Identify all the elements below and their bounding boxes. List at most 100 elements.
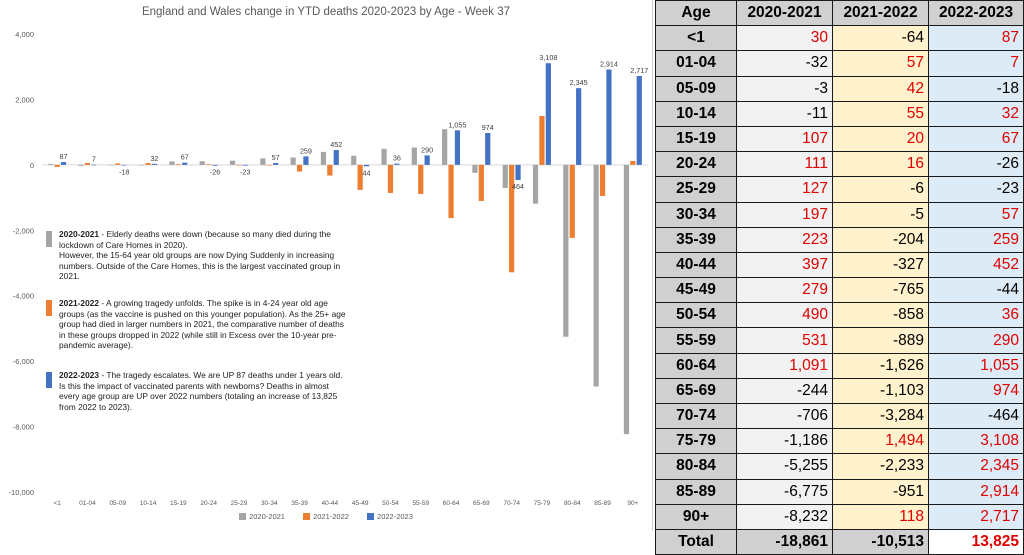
age-cell: 45-49 — [655, 277, 737, 304]
data-label: 290 — [421, 145, 433, 154]
y-tick-label: -2,000 — [13, 226, 34, 235]
note-text-2: However, the 15-64 year old groups are n… — [59, 250, 341, 282]
x-tick-label: 05-09 — [109, 500, 126, 507]
data-label: 7 — [92, 155, 96, 164]
total-cell: -10,513 — [832, 528, 929, 555]
x-tick-label: 60-64 — [443, 500, 460, 507]
table-panel: Age 2020-2021 2021-2022 2022-2023 <1 30 -6… — [655, 0, 1024, 555]
value-cell: 57 — [832, 50, 929, 77]
value-cell: 7 — [928, 50, 1024, 77]
bar-2021-2022-45-49 — [357, 164, 363, 190]
bar-2021-2022-<1 — [54, 164, 60, 167]
note-2022-2023: 2022-2023 - The tragedy escalates. We ar… — [46, 370, 346, 413]
value-cell: 111 — [736, 151, 833, 178]
bar-2021-2022-05-09 — [115, 163, 121, 165]
data-label: 57 — [272, 153, 280, 162]
value-cell: -2,233 — [832, 453, 929, 480]
data-label: 67 — [181, 153, 189, 162]
bar-2020-2021-25-29 — [229, 160, 236, 165]
value-cell: 3,108 — [928, 428, 1024, 455]
bar-2021-2022-50-54 — [387, 164, 394, 193]
age-cell: 70-74 — [655, 402, 737, 430]
value-cell: -204 — [832, 226, 929, 253]
bar-2020-2021-05-09 — [108, 164, 114, 166]
bar-2021-2022-01-04 — [84, 162, 91, 165]
table-row: 85-89 -6,775 -951 2,914 — [655, 478, 1024, 505]
value-cell: -858 — [832, 302, 929, 329]
table-row: <1 30 -64 87 — [655, 25, 1024, 52]
table-row: 10-14 -11 55 32 — [655, 100, 1024, 127]
bar-2020-2021-35-39 — [290, 157, 296, 165]
age-cell: 65-69 — [655, 377, 737, 405]
table-row: 01-04 -32 57 7 — [655, 50, 1024, 77]
note-2020-2021: 2020-2021 - Elderly deaths were down (be… — [46, 229, 346, 282]
value-cell: -327 — [832, 251, 929, 279]
note-text: - A growing tragedy unfolds. The spike i… — [59, 298, 346, 351]
bar-2022-2023-15-19 — [182, 162, 188, 165]
y-tick-label: -6,000 — [13, 357, 34, 366]
x-tick-label: 30-34 — [261, 500, 278, 507]
age-cell: 55-59 — [655, 327, 737, 354]
legend-item-2022-2023: 2022-2023 — [367, 512, 413, 521]
value-cell: -951 — [832, 478, 929, 505]
value-cell: 2,914 — [928, 478, 1024, 505]
value-cell: -5 — [832, 201, 929, 228]
note-text: - The tragedy escalates. We are UP 87 de… — [59, 370, 343, 412]
bar-2020-2021-<1 — [48, 163, 54, 165]
bar-2020-2021-10-14 — [139, 164, 145, 166]
x-tick-label: 45-49 — [352, 500, 369, 507]
bar-2020-2021-30-34 — [260, 158, 266, 165]
age-cell: 05-09 — [655, 75, 737, 102]
table-row: 35-39 223 -204 259 — [655, 226, 1024, 253]
bar-2020-2021-85-89 — [593, 164, 599, 387]
table-row: 45-49 279 -765 -44 — [655, 277, 1024, 304]
bar-2022-2023-70-74 — [515, 164, 521, 181]
bar-2020-2021-15-19 — [169, 161, 175, 165]
x-tick-label: 55-59 — [412, 500, 429, 507]
bar-2022-2023-25-29 — [242, 164, 248, 166]
value-cell: -5,255 — [736, 453, 833, 480]
value-cell: -1,626 — [832, 352, 929, 379]
value-cell: 197 — [736, 201, 833, 228]
legend-item-2021-2022: 2021-2022 — [303, 512, 349, 521]
note-text: - Elderly deaths were down (because so m… — [59, 229, 331, 250]
table-row: 60-64 1,091 -1,626 1,055 — [655, 352, 1024, 379]
value-cell: 57 — [928, 201, 1024, 228]
value-cell: -706 — [736, 402, 833, 430]
value-cell: 32 — [928, 100, 1024, 127]
bar-2020-2021-60-64 — [442, 129, 448, 165]
data-label: 464 — [512, 182, 524, 191]
legend-item-2020-2021: 2020-2021 — [239, 512, 285, 521]
bar-2021-2022-60-64 — [448, 164, 454, 219]
value-cell: -3 — [736, 75, 833, 102]
age-cell: 80-84 — [655, 453, 737, 480]
bar-2021-2022-40-44 — [327, 164, 333, 176]
age-cell: 40-44 — [655, 251, 737, 279]
note-title: 2022-2023 — [59, 370, 100, 380]
note-title: 2021-2022 — [59, 298, 100, 308]
data-label: -18 — [119, 167, 129, 176]
total-cell: 13,825 — [928, 528, 1024, 555]
value-cell: 30 — [736, 25, 833, 52]
value-cell: 36 — [928, 302, 1024, 329]
x-tick-label: 20-24 — [200, 500, 217, 507]
value-cell: -464 — [928, 402, 1024, 430]
data-label: 2,914 — [600, 60, 618, 69]
x-tick-label: 15-19 — [170, 500, 187, 507]
x-tick-label: 10-14 — [140, 500, 157, 507]
legend-label: 2020-2021 — [249, 512, 285, 521]
data-label: -23 — [240, 168, 250, 177]
table-row: 50-54 490 -858 36 — [655, 302, 1024, 329]
value-cell: -889 — [832, 327, 929, 354]
bar-2021-2022-75-79 — [539, 115, 545, 165]
chart-legend: 2020-2021 2021-2022 2022-2023 — [0, 512, 652, 521]
x-tick-label: 35-39 — [291, 500, 308, 507]
note-title: 2020-2021 — [59, 229, 100, 239]
value-cell: 279 — [736, 277, 833, 304]
data-label: 2,345 — [570, 78, 588, 87]
bar-2021-2022-15-19 — [175, 164, 181, 165]
age-cell: 35-39 — [655, 226, 737, 253]
data-label: 2,717 — [630, 66, 648, 75]
table-row: 80-84 -5,255 -2,233 2,345 — [655, 453, 1024, 480]
value-cell: -18 — [928, 75, 1024, 102]
